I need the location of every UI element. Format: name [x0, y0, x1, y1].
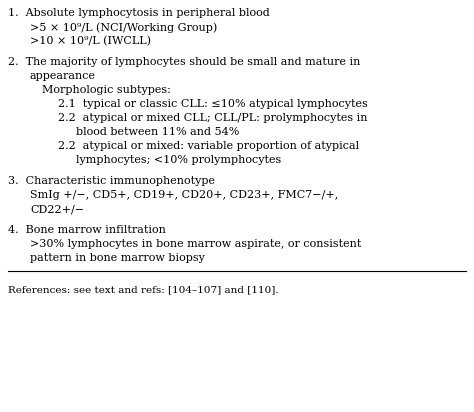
Text: SmIg +/−, CD5+, CD19+, CD20+, CD23+, FMC7−/+,: SmIg +/−, CD5+, CD19+, CD20+, CD23+, FMC…	[30, 190, 338, 200]
Text: appearance: appearance	[30, 71, 96, 81]
Text: pattern in bone marrow biopsy: pattern in bone marrow biopsy	[30, 253, 205, 263]
Text: blood between 11% and 54%: blood between 11% and 54%	[76, 127, 239, 137]
Text: lymphocytes; <10% prolymphocytes: lymphocytes; <10% prolymphocytes	[76, 155, 281, 165]
Text: CD22+/−: CD22+/−	[30, 204, 84, 214]
Text: References: see text and refs: [104–107] and [110].: References: see text and refs: [104–107]…	[8, 285, 279, 294]
Text: 2.1  typical or classic CLL: ≤10% atypical lymphocytes: 2.1 typical or classic CLL: ≤10% atypica…	[58, 99, 368, 109]
Text: >30% lymphocytes in bone marrow aspirate, or consistent: >30% lymphocytes in bone marrow aspirate…	[30, 239, 361, 249]
Text: >5 × 10⁹/L (NCI/Working Group): >5 × 10⁹/L (NCI/Working Group)	[30, 22, 217, 33]
Text: Morphologic subtypes:: Morphologic subtypes:	[42, 85, 171, 95]
Text: 1.  Absolute lymphocytosis in peripheral blood: 1. Absolute lymphocytosis in peripheral …	[8, 8, 270, 18]
Text: >10 × 10⁹/L (IWCLL): >10 × 10⁹/L (IWCLL)	[30, 36, 151, 46]
Text: 2.2  atypical or mixed: variable proportion of atypical: 2.2 atypical or mixed: variable proporti…	[58, 141, 359, 151]
Text: 2.2  atypical or mixed CLL; CLL/PL: prolymphocytes in: 2.2 atypical or mixed CLL; CLL/PL: proly…	[58, 113, 367, 123]
Text: 2.  The majority of lymphocytes should be small and mature in: 2. The majority of lymphocytes should be…	[8, 57, 360, 67]
Text: 4.  Bone marrow infiltration: 4. Bone marrow infiltration	[8, 225, 166, 235]
Text: 3.  Characteristic immunophenotype: 3. Characteristic immunophenotype	[8, 176, 215, 186]
